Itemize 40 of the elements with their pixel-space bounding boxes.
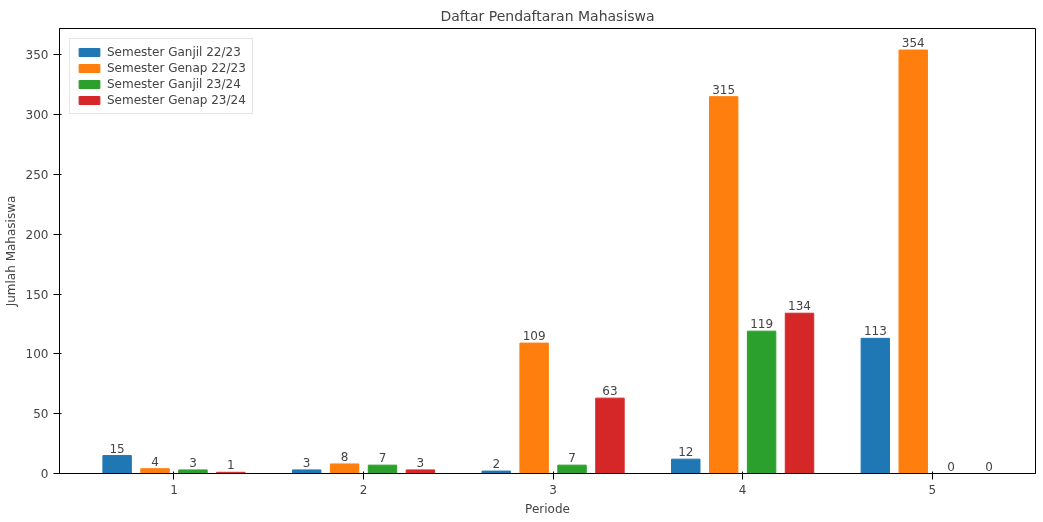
data-label: 4: [151, 454, 159, 469]
x-tick-label: 3: [549, 482, 557, 497]
y-tick-label: 0: [40, 467, 49, 481]
y-axis-title: Jumlah Mahasiswa: [3, 195, 18, 308]
legend-label: Semester Ganjil 22/23: [107, 45, 241, 59]
data-label: 7: [378, 451, 387, 466]
data-label: 113: [863, 324, 887, 339]
legend-label: Semester Genap 22/23: [107, 61, 246, 75]
data-label: 315: [712, 82, 736, 97]
y-tick-label: 50: [33, 407, 49, 422]
data-label: 0: [985, 459, 993, 474]
y-tick-label: 100: [25, 347, 49, 362]
y-tick-label: 350: [25, 48, 49, 63]
data-label: 7: [568, 451, 576, 466]
data-label: 12: [678, 445, 694, 460]
data-label: 2: [492, 457, 501, 472]
data-label: 3: [416, 455, 425, 470]
data-label: 63: [602, 384, 618, 399]
y-tick-label: 250: [25, 167, 49, 182]
legend-label: Semester Ganjil 23/24: [107, 77, 241, 91]
data-label: 3: [189, 455, 197, 470]
x-tick-label: 1: [170, 482, 178, 497]
chart-title: Daftar Pendaftaran Mahasiswa: [440, 7, 655, 24]
data-label: 354: [901, 36, 925, 51]
x-tick-label: 4: [738, 482, 747, 497]
data-label: 8: [340, 449, 349, 464]
data-label: 15: [109, 441, 125, 456]
data-label: 109: [522, 329, 546, 344]
y-tick-label: 200: [25, 227, 49, 242]
legend-label: Semester Genap 23/24: [107, 93, 246, 107]
data-label: 134: [788, 299, 811, 314]
data-label: 0: [947, 459, 955, 474]
x-tick-label: 5: [928, 482, 937, 497]
y-tick-label: 300: [25, 108, 49, 123]
data-label: 1: [227, 458, 235, 473]
x-axis-title: Periode: [525, 501, 570, 516]
y-tick-label: 150: [25, 287, 49, 302]
data-label: 119: [750, 317, 774, 332]
x-tick-label: 2: [359, 482, 368, 497]
data-label: 3: [302, 455, 311, 470]
